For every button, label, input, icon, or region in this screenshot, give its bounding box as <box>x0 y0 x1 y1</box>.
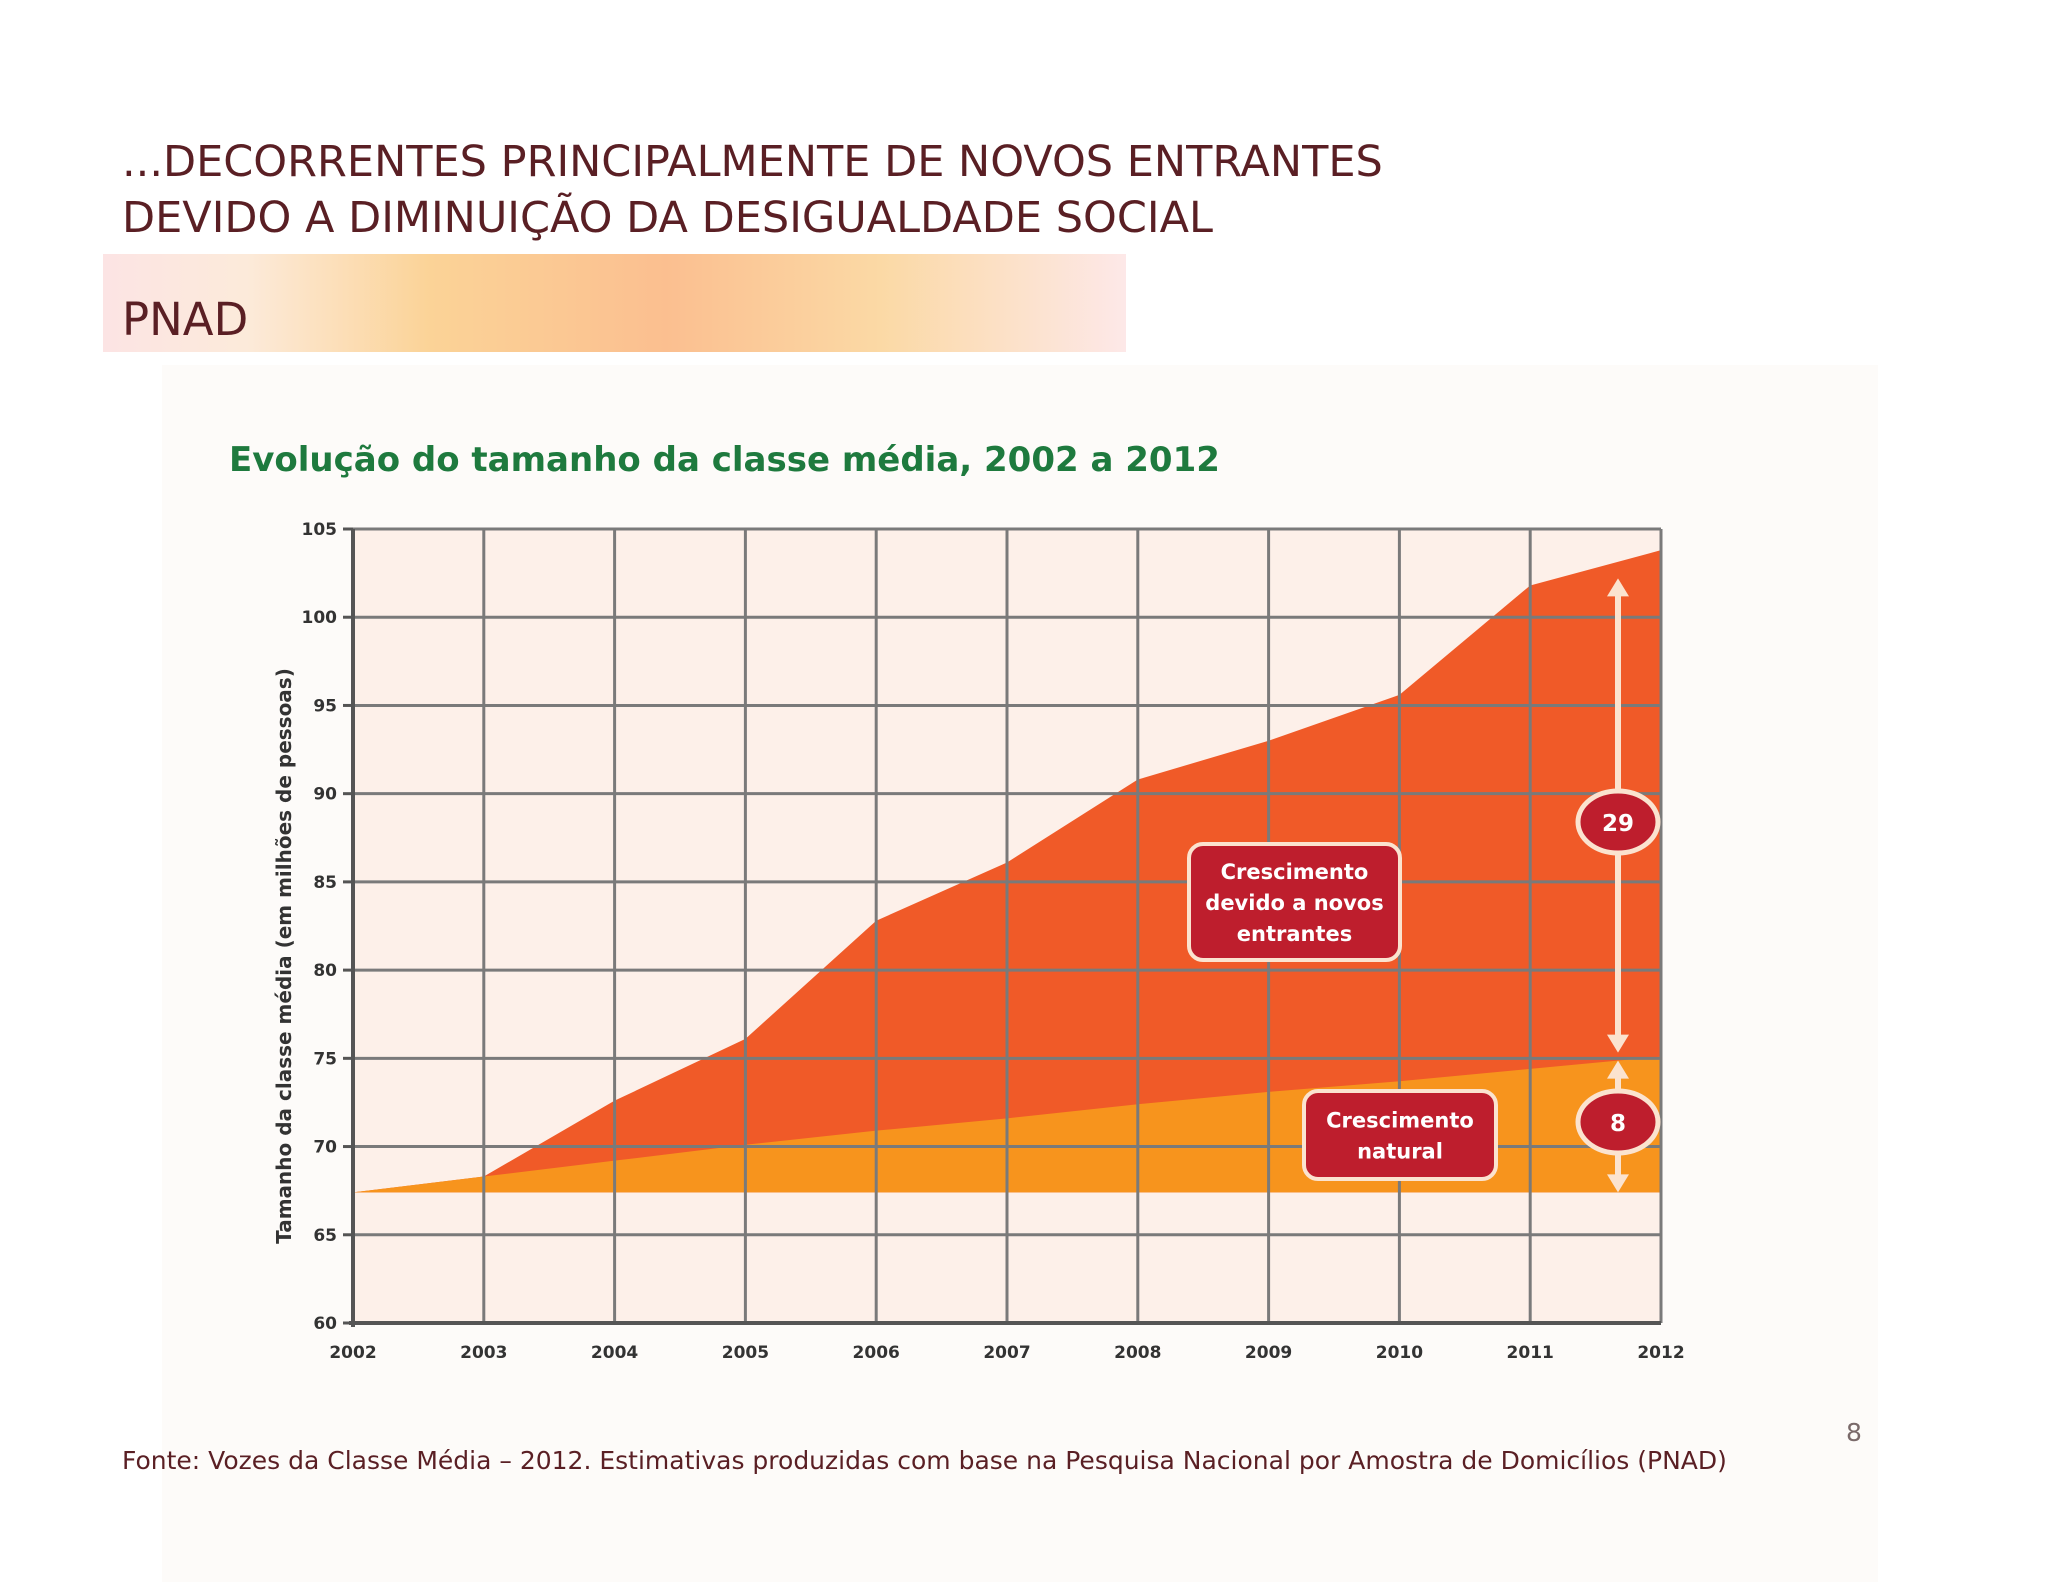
x-tick-label: 2004 <box>591 1343 638 1363</box>
y-tick-label: 85 <box>313 873 337 893</box>
slide-title-line-1: ...DECORRENTES PRINCIPALMENTE DE NOVOS E… <box>122 137 1383 187</box>
x-tick-label: 2005 <box>722 1343 769 1363</box>
y-tick-label: 105 <box>302 520 338 540</box>
y-tick-label: 70 <box>313 1138 337 1158</box>
badge-new-entrants-circle <box>1575 788 1661 856</box>
slide-title: ...DECORRENTES PRINCIPALMENTE DE NOVOS E… <box>122 134 1383 246</box>
x-tick-label: 2006 <box>853 1343 900 1363</box>
y-tick-label: 95 <box>313 696 337 716</box>
page-number: 8 <box>1846 1418 1862 1447</box>
badge-natural-circle <box>1575 1088 1661 1156</box>
slide-title-line-2: DEVIDO A DIMINUIÇÃO DA DESIGUALDADE SOCI… <box>122 193 1213 243</box>
y-tick-label: 65 <box>313 1226 337 1246</box>
y-tick-label: 60 <box>313 1314 337 1334</box>
arrow-natural-head-top <box>1607 1060 1629 1079</box>
x-tick-label: 2011 <box>1507 1343 1554 1363</box>
x-tick-label: 2010 <box>1376 1343 1423 1363</box>
y-tick-label: 75 <box>313 1049 337 1069</box>
label-natural-line: natural <box>1357 1140 1443 1164</box>
x-tick-label: 2007 <box>983 1343 1030 1363</box>
y-tick-label: 100 <box>302 608 338 628</box>
label-new-entrants-line: devido a novos <box>1205 891 1383 915</box>
badge-natural-text: 8 <box>1610 1111 1626 1137</box>
x-tick-label: 2003 <box>460 1343 507 1363</box>
label-natural-line: Crescimento <box>1326 1109 1474 1133</box>
label-new-entrants-line: Crescimento <box>1221 860 1369 884</box>
label-natural-box <box>1302 1089 1498 1181</box>
section-band <box>103 254 1126 352</box>
x-tick-label: 2008 <box>1114 1343 1161 1363</box>
y-tick-label: 80 <box>313 961 337 981</box>
y-tick-label: 90 <box>313 785 337 805</box>
y-axis-label: Tamanho da classe média (em milhões de p… <box>272 668 296 1244</box>
x-tick-label: 2012 <box>1637 1343 1684 1363</box>
badge-new-entrants-text: 29 <box>1602 811 1634 837</box>
arrow-new-entrants-head-top <box>1607 578 1629 597</box>
chart-title: Evolução do tamanho da classe média, 200… <box>229 440 1220 480</box>
label-new-entrants-box <box>1187 842 1402 962</box>
x-tick-label: 2009 <box>1245 1343 1292 1363</box>
label-new-entrants-line: entrantes <box>1237 922 1353 946</box>
section-label: PNAD <box>122 293 249 346</box>
arrow-new-entrants-head-bottom <box>1607 1034 1629 1053</box>
arrow-natural-head-bottom <box>1607 1174 1629 1193</box>
source-note: Fonte: Vozes da Classe Média – 2012. Est… <box>122 1446 1727 1475</box>
x-tick-label: 2002 <box>329 1343 376 1363</box>
